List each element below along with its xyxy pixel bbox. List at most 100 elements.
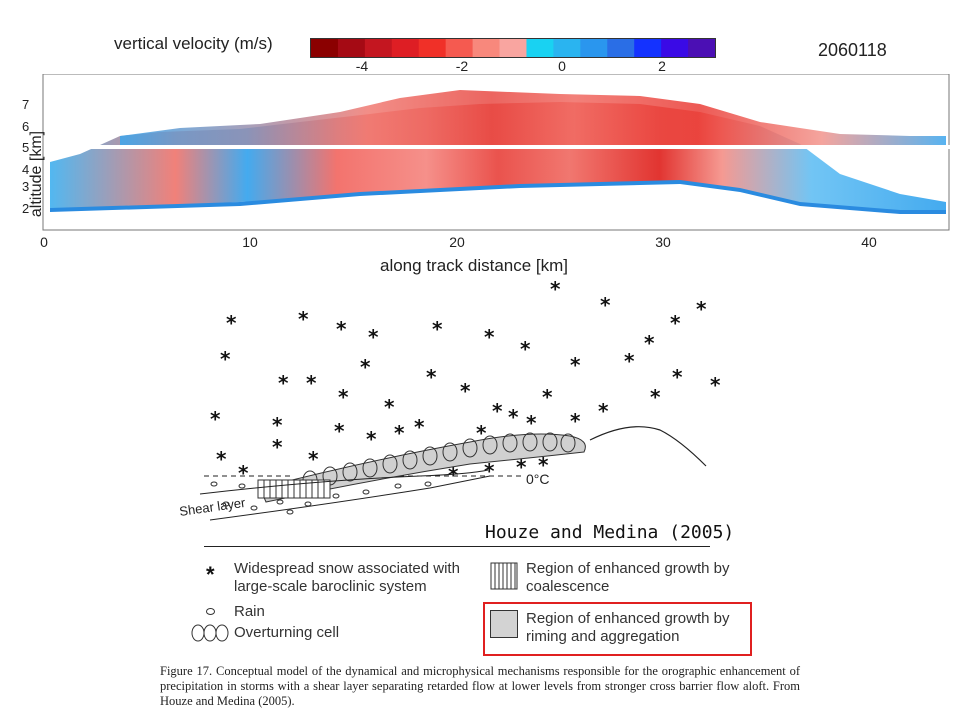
svg-text:*: *: [394, 421, 405, 445]
svg-text:*: *: [360, 355, 371, 379]
shear-layer-top: [199, 469, 489, 495]
velocity-colorbar: [310, 38, 716, 58]
colorbar-title: vertical velocity (m/s): [114, 34, 273, 53]
svg-text:*: *: [508, 405, 519, 429]
svg-text:*: *: [432, 317, 443, 341]
x-tick: 10: [242, 234, 258, 250]
colorbar-frame: [310, 38, 716, 58]
svg-text:*: *: [600, 293, 611, 317]
overturning-symbol-icon: [191, 624, 229, 642]
svg-text:*: *: [216, 447, 227, 471]
x-tick: 0: [40, 234, 48, 250]
x-tick: 40: [861, 234, 877, 250]
colorbar-tick: -4: [355, 58, 369, 74]
svg-text:*: *: [644, 331, 655, 355]
svg-text:*: *: [710, 373, 721, 397]
svg-text:*: *: [368, 325, 379, 349]
y-axis-label: altitude [km]: [28, 130, 46, 218]
legend-snow-text: Widespread snow associated with large-sc…: [234, 560, 460, 595]
coalescence-symbol-icon: [490, 562, 518, 590]
x-axis-label: along track distance [km]: [380, 256, 569, 275]
colorbar-swatch: [364, 39, 393, 57]
colorbar-swatch: [607, 39, 635, 57]
svg-text:*: *: [414, 415, 425, 439]
colorbar-tick: 2: [658, 58, 666, 74]
plot-frame: [42, 74, 950, 231]
colorbar-swatch: [499, 39, 527, 57]
svg-text:*: *: [384, 395, 395, 419]
y-tick: 5: [22, 140, 30, 155]
riming-symbol-icon: [490, 610, 518, 638]
colorbar-swatch: [311, 39, 339, 57]
snowflake-group: * * * * * * * * * * * * * * * * * * * * * * * * * * * * * * * * * *…: [210, 280, 721, 487]
colorbar-tick: -2: [455, 58, 469, 74]
colorbar-swatch: [445, 39, 474, 57]
y-tick: 6: [22, 119, 30, 134]
radar-ground-band: [50, 180, 946, 214]
colorbar-swatch: [418, 39, 447, 57]
radar-echo-upper: [120, 90, 946, 148]
svg-text:*: *: [338, 385, 349, 409]
svg-text:*: *: [670, 311, 681, 335]
rain-drops: [210, 481, 432, 515]
svg-text:*: *: [272, 413, 283, 437]
freezing-level-label: 0°C: [526, 471, 550, 487]
colorbar-tick: 0: [558, 58, 566, 74]
rain-symbol-icon: [206, 608, 215, 615]
svg-text:*: *: [336, 317, 347, 341]
shear-layer-bottom: [209, 475, 491, 521]
svg-text:*: *: [484, 459, 495, 483]
svg-text:*: *: [334, 419, 345, 443]
y-tick: 4: [22, 162, 30, 177]
figure-caption: Figure 17. Conceptual model of the dynam…: [160, 664, 800, 708]
svg-text:*: *: [598, 399, 609, 423]
y-tick: 3: [22, 179, 30, 194]
svg-text:*: *: [448, 463, 459, 487]
svg-text:*: *: [278, 371, 289, 395]
svg-text:*: *: [526, 411, 537, 435]
riming-highlight-box: [483, 602, 752, 656]
x-tick: 30: [655, 234, 671, 250]
melting-level-line: [88, 145, 950, 149]
colorbar-swatch: [337, 39, 366, 57]
colorbar-swatch: [580, 39, 608, 57]
svg-text:*: *: [516, 455, 527, 479]
colorbar-swatch: [634, 39, 662, 57]
svg-text:*: *: [426, 365, 437, 389]
svg-text:*: *: [220, 347, 231, 371]
colorbar-swatch: [553, 39, 581, 57]
legend-riming-text: Region of enhanced growth by riming and …: [526, 610, 730, 645]
y-tick: 7: [22, 97, 30, 112]
snow-symbol-icon: *: [206, 562, 215, 587]
svg-text:*: *: [298, 307, 309, 331]
svg-text:*: *: [538, 453, 549, 477]
svg-text:*: *: [550, 280, 561, 301]
y-tick: 2: [22, 201, 30, 216]
svg-text:*: *: [570, 353, 581, 377]
svg-text:*: *: [366, 427, 377, 451]
svg-text:*: *: [226, 311, 237, 335]
x-tick: 20: [449, 234, 465, 250]
svg-text:*: *: [210, 407, 221, 431]
legend-divider: [204, 546, 710, 547]
colorbar-swatch: [688, 39, 716, 57]
legend-rain-text: Rain: [234, 603, 265, 620]
colorbar-swatch: [472, 39, 501, 57]
case-id-label: 2060118: [818, 40, 887, 60]
legend-overturning-text: Overturning cell: [234, 624, 340, 641]
conceptual-diagram: * * * * * * * * * * * * * * * * * * * * * * * * * * * * * * * * * *…: [178, 280, 721, 521]
svg-text:*: *: [624, 349, 635, 373]
svg-text:*: *: [460, 379, 471, 403]
svg-text:*: *: [696, 297, 707, 321]
svg-text:*: *: [570, 409, 581, 433]
colorbar-swatch: [526, 39, 554, 57]
svg-text:*: *: [306, 371, 317, 395]
shear-layer-label: Shear layer: [178, 495, 247, 519]
figure-credit: Houze and Medina (2005): [485, 522, 735, 543]
colorbar-swatch: [391, 39, 420, 57]
svg-text:*: *: [650, 385, 661, 409]
coalescence-region: [257, 479, 331, 499]
svg-text:*: *: [492, 399, 503, 423]
legend-coalescence-text: Region of enhanced growth by coalescence: [526, 560, 730, 595]
mountain-outline: [589, 426, 707, 467]
